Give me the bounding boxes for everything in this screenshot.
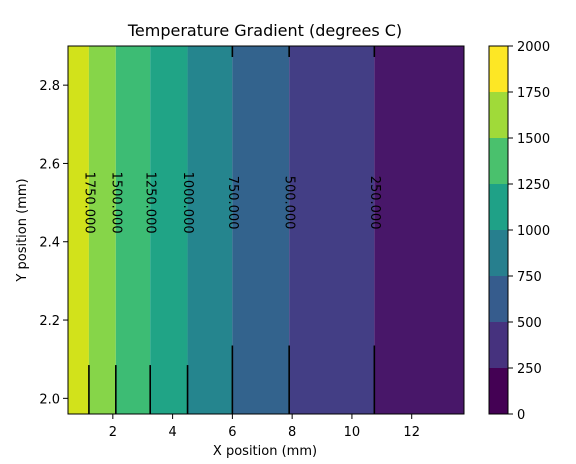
contour-lines <box>88 46 376 414</box>
x-tick-label-2: 6 <box>228 425 236 440</box>
contour-label-1: 1500.000 <box>108 172 123 234</box>
contour-band-5 <box>232 46 290 414</box>
contour-band-1 <box>88 46 116 414</box>
plot-frame <box>67 45 465 415</box>
contour-band-0 <box>68 46 89 414</box>
colorbar-tick-label-6: 1500 <box>517 132 550 147</box>
chart-title: Temperature Gradient (degrees C) <box>127 21 402 40</box>
contour-labels: 1750.000 1500.000 1250.000 1000.000 750.000 5… <box>81 172 381 234</box>
y-axis: 2.0 2.2 2.4 2.6 2.8 <box>39 79 68 407</box>
x-axis-label: X position (mm) <box>213 444 317 459</box>
colorbar-tick-label-1: 250 <box>517 362 542 377</box>
x-tick-label-0: 2 <box>109 425 117 440</box>
contour-band-2 <box>115 46 151 414</box>
colorbar-tick-label-3: 750 <box>517 270 542 285</box>
colorbar-tick-label-8: 2000 <box>517 40 550 55</box>
colorbar-segment-1 <box>489 322 508 368</box>
colorbar-tick-label-7: 1750 <box>517 86 550 101</box>
x-tick-label-3: 8 <box>288 425 296 440</box>
x-axis: 2 4 6 8 10 12 <box>109 414 420 440</box>
y-tick-label-0: 2.0 <box>39 392 60 407</box>
colorbar-segment-5 <box>489 138 508 184</box>
colorbar-tick-label-4: 1000 <box>517 224 550 239</box>
colorbar-segment-6 <box>489 92 508 138</box>
contour-label-5: 500.000 <box>282 176 297 230</box>
y-tick-label-2: 2.4 <box>39 236 60 251</box>
x-tick-label-4: 10 <box>344 425 361 440</box>
colorbar-segment-0 <box>489 368 508 414</box>
y-tick-label-4: 2.8 <box>39 79 60 94</box>
contour-band-3 <box>150 46 188 414</box>
contour-band-7 <box>374 46 464 414</box>
contour-label-6: 250.000 <box>367 176 382 230</box>
colorbar-segment-4 <box>489 184 508 230</box>
colorbar-tick-label-2: 500 <box>517 316 542 331</box>
contour-label-0: 1750.000 <box>81 172 96 234</box>
colorbar-segment-2 <box>489 276 508 322</box>
y-tick-label-1: 2.2 <box>39 314 60 329</box>
colorbar-segment-7 <box>489 46 508 92</box>
colorbar-axis: 0 250 500 750 1000 1250 1500 1750 2000 <box>508 40 550 423</box>
x-tick-label-1: 4 <box>168 425 176 440</box>
y-tick-label-3: 2.6 <box>39 157 60 172</box>
colorbar-tick-label-0: 0 <box>517 408 525 423</box>
colorbar-tick-label-5: 1250 <box>517 178 550 193</box>
x-tick-label-5: 12 <box>403 425 420 440</box>
contour-band-4 <box>187 46 233 414</box>
contour-label-4: 750.000 <box>225 176 240 230</box>
plot-area <box>68 46 464 414</box>
contour-label-2: 1250.000 <box>143 172 158 234</box>
y-axis-label: Y position (mm) <box>15 178 30 282</box>
contour-label-3: 1000.000 <box>180 172 195 234</box>
colorbar <box>488 45 509 415</box>
colorbar-segment-3 <box>489 230 508 276</box>
contour-band-6 <box>289 46 375 414</box>
